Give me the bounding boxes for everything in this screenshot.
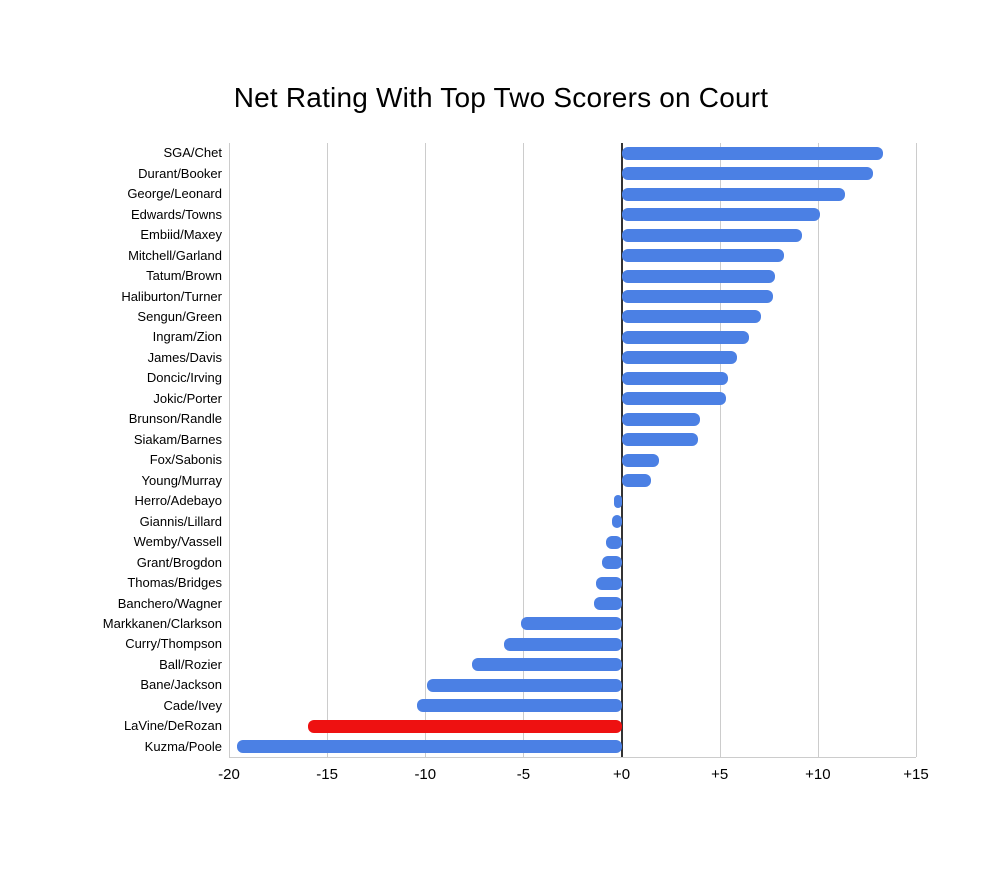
category-label: Cade/Ivey [163, 697, 222, 713]
x-tick-label: -15 [316, 766, 338, 783]
bar-herro-adebayo [613, 494, 622, 508]
category-label: Mitchell/Garland [128, 247, 222, 263]
category-label: Thomas/Bridges [127, 575, 222, 591]
grid-line [425, 143, 427, 757]
category-label: Durant/Booker [138, 165, 222, 181]
bar-curry-thompson [503, 637, 622, 651]
category-label: Bane/Jackson [140, 677, 222, 693]
category-label: George/Leonard [127, 186, 222, 202]
category-label: Ingram/Zion [152, 329, 222, 345]
chart-title: Net Rating With Top Two Scorers on Court [233, 82, 769, 113]
category-label: Haliburton/Turner [121, 288, 222, 304]
bar-jokic-porter [621, 392, 726, 406]
bar-siakam-barnes [621, 433, 699, 447]
category-label: Kuzma/Poole [144, 738, 222, 754]
bar-sga-chet [621, 146, 883, 160]
category-label: Wemby/Vassell [133, 534, 222, 550]
bar-george-leonard [621, 187, 846, 201]
bar-brunson-randle [621, 412, 701, 426]
category-label: Curry/Thompson [125, 636, 222, 652]
bar-giannis-lillard [611, 515, 622, 529]
category-label: Markkanen/Clarkson [102, 615, 222, 631]
category-label: Herro/Adebayo [134, 493, 222, 509]
category-label: Giannis/Lillard [139, 513, 222, 529]
category-label: Banchero/Wagner [117, 595, 222, 611]
category-label: Embiid/Maxey [140, 227, 222, 243]
bar-sengun-green [621, 310, 761, 324]
category-label: Young/Murray [141, 472, 222, 488]
x-tick-label: -20 [218, 766, 240, 783]
bar-cade-ivey [417, 699, 622, 713]
category-label: SGA/Chet [163, 145, 222, 161]
category-label: Fox/Sabonis [149, 452, 222, 468]
category-label: Tatum/Brown [146, 268, 222, 284]
category-label: Edwards/Towns [130, 206, 222, 222]
x-tick-label: -5 [516, 766, 531, 783]
bar-kuzma-poole [236, 740, 622, 754]
bar-young-murray [621, 474, 651, 488]
x-tick-label: +0 [613, 766, 631, 783]
bar-doncic-irving [621, 371, 728, 385]
category-label: Jokic/Porter [153, 390, 222, 406]
category-label: Ball/Rozier [159, 656, 222, 672]
bar-lavine-derozan [307, 719, 622, 733]
bar-ball-rozier [472, 658, 622, 672]
bar-haliburton-turner [621, 290, 773, 303]
grid-line [817, 143, 819, 757]
category-label: Sengun/Green [137, 308, 222, 324]
bar-markkanen-clarkson [521, 617, 622, 631]
category-label: LaVine/DeRozan [123, 718, 222, 734]
bar-bane-jackson [427, 678, 622, 692]
x-axis-baseline [229, 757, 916, 758]
bar-ingram-zion [621, 330, 750, 344]
plot-area [229, 143, 917, 757]
x-tick-label: -10 [414, 766, 437, 783]
category-label: Doncic/Irving [146, 370, 222, 386]
grid-line [523, 143, 525, 757]
bar-thomas-bridges [596, 576, 622, 590]
bar-edwards-towns [621, 208, 820, 222]
bar-embiid-maxey [621, 228, 803, 242]
x-tick-label: +5 [711, 766, 729, 783]
bar-mitchell-garland [621, 249, 785, 263]
bar-wemby-vassell [605, 535, 622, 549]
x-tick-label: +15 [903, 766, 929, 783]
grid-line [327, 143, 329, 757]
category-label: Grant/Brogdon [136, 554, 222, 570]
bar-durant-booker [621, 167, 873, 181]
category-label: Brunson/Randle [128, 411, 222, 427]
bar-tatum-brown [621, 269, 775, 283]
category-label: Siakam/Barnes [133, 431, 222, 447]
grid-line [916, 143, 917, 757]
x-tick-label: +10 [805, 766, 831, 783]
bar-fox-sabonis [621, 453, 659, 467]
zero-line [620, 143, 623, 757]
grid-line [719, 143, 721, 757]
category-label: James/Davis [147, 349, 222, 365]
grid-line [229, 143, 230, 757]
bar-grant-brogdon [601, 556, 622, 570]
bar-james-davis [621, 351, 738, 365]
bar-banchero-wagner [594, 597, 622, 610]
